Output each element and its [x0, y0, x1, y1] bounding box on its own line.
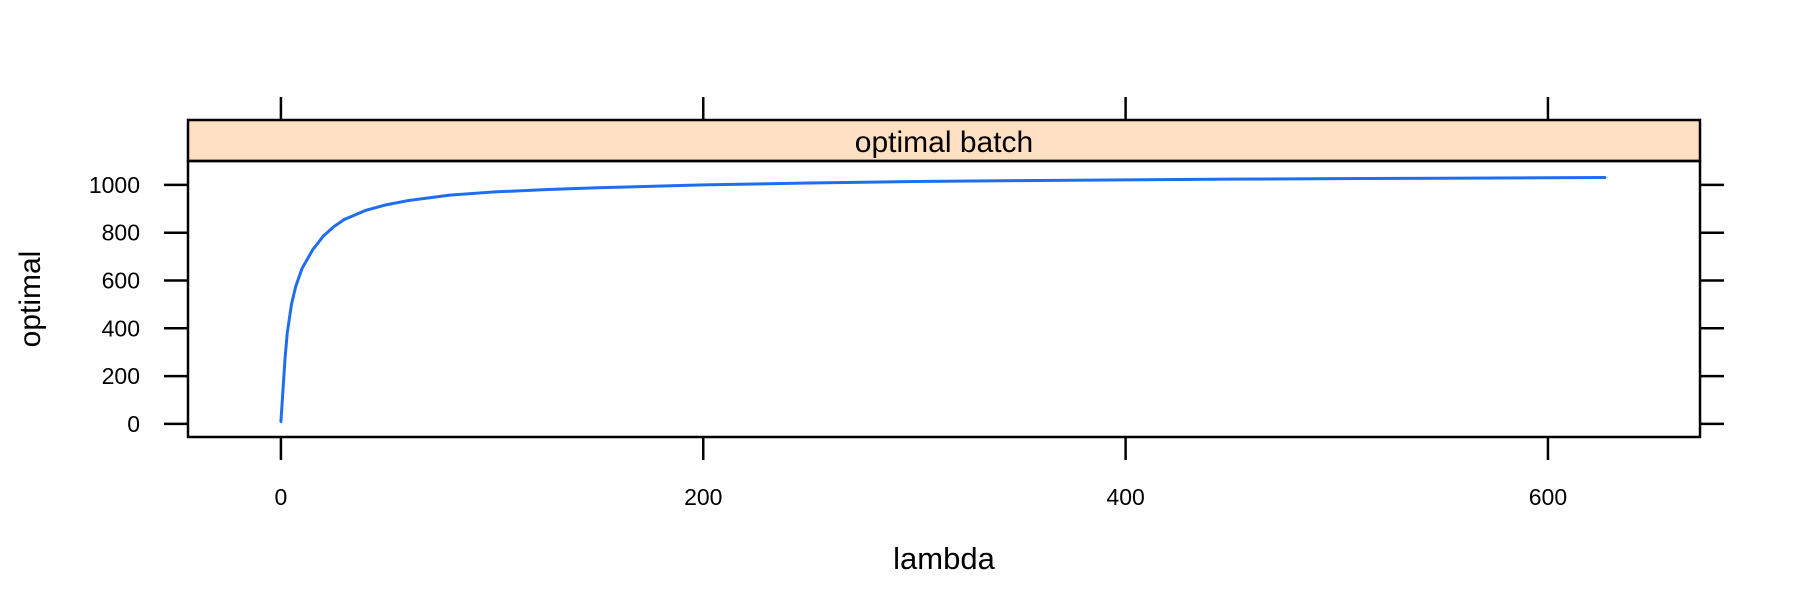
y-tick-label: 1000: [89, 172, 140, 198]
y-tick-label: 0: [127, 411, 140, 437]
y-tick-label: 800: [102, 220, 140, 246]
x-top-ticks: [279, 97, 1550, 120]
strip-title: optimal batch: [855, 126, 1033, 159]
y-axis-label: optimal: [14, 251, 47, 348]
y-tick-label: 400: [102, 315, 140, 341]
series-layer: [279, 175, 1607, 423]
x-axis-label: lambda: [893, 541, 995, 576]
x-tick-label: 600: [1529, 484, 1567, 510]
x-tick-label: 0: [275, 484, 288, 510]
y-tick-label: 200: [102, 363, 140, 389]
x-bottom-ticks: 0 200 400 600: [275, 437, 1567, 510]
plot-frame: [186, 159, 1702, 439]
strip-background: [186, 118, 1702, 163]
x-tick-label: 400: [1106, 484, 1144, 510]
y-ticks: 0 200 400 600 800 1000: [89, 172, 1724, 437]
y-tick-label: 600: [102, 267, 140, 293]
x-tick-label: 200: [684, 484, 722, 510]
series-line: [279, 175, 1607, 423]
